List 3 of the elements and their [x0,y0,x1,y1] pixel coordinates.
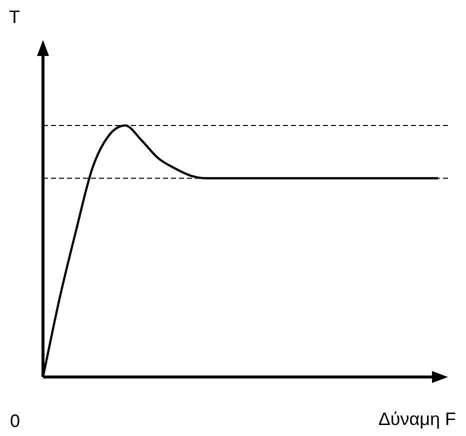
text: 0 [10,410,20,431]
x-axis-title: Δύναμη F [378,408,456,429]
text: T [9,6,20,27]
